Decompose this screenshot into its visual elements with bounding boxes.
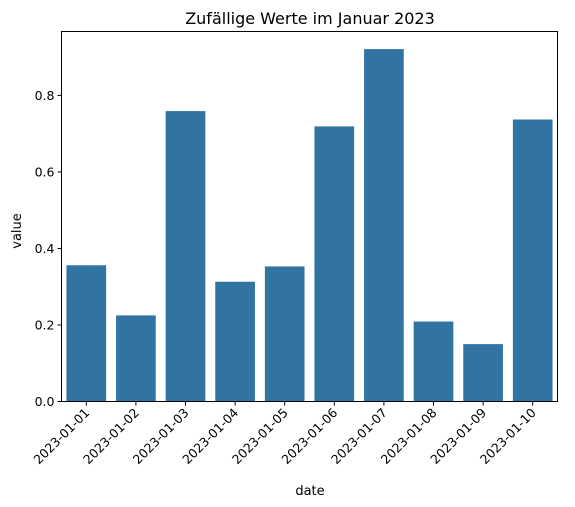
y-axis-ticks: 0.0 0.2 0.4 0.6 0.8 — [35, 88, 62, 409]
bar-2023-01-06 — [314, 126, 355, 402]
y-tick-label: 0.0 — [35, 394, 55, 409]
bar-2023-01-02 — [116, 315, 156, 402]
bar-2023-01-08 — [413, 321, 454, 402]
y-tick-label: 0.2 — [35, 317, 55, 332]
y-tick-label: 0.8 — [35, 88, 55, 103]
bar-2023-01-10 — [512, 119, 553, 402]
bar-2023-01-04 — [215, 281, 255, 402]
plot-frame — [61, 31, 558, 402]
bar-2023-01-05 — [264, 266, 305, 402]
bar-2023-01-01 — [66, 265, 107, 402]
bar-2023-01-07 — [364, 49, 404, 402]
y-axis-label: value — [10, 213, 25, 249]
chart-title: Zufällige Werte im Januar 2023 — [185, 9, 435, 28]
bar-series — [66, 49, 553, 402]
bar-2023-01-09 — [463, 344, 503, 402]
x-axis-label: date — [295, 484, 324, 499]
y-tick-label: 0.4 — [35, 241, 55, 256]
y-tick-label: 0.6 — [35, 164, 55, 179]
bar-2023-01-03 — [165, 111, 206, 402]
